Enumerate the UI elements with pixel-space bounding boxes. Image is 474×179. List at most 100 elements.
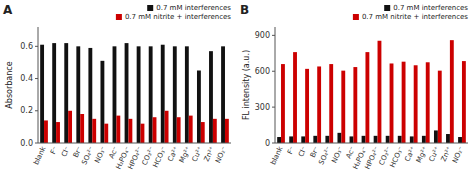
bar xyxy=(92,119,96,143)
bar xyxy=(76,46,80,143)
bar xyxy=(177,117,181,143)
bar xyxy=(386,136,390,143)
bar xyxy=(104,124,108,143)
x-tick-label: F⁻ xyxy=(49,145,60,156)
bar xyxy=(52,43,56,143)
bar xyxy=(398,136,402,143)
panel: A0.00.20.40.6AbsorbanceblankF⁻Cl⁻Br⁻SO₄²… xyxy=(3,3,231,171)
y-tick-label: 300 xyxy=(255,103,270,112)
bar xyxy=(161,45,165,143)
bar xyxy=(213,119,217,143)
bar xyxy=(128,119,132,143)
bar xyxy=(438,71,442,143)
x-tick-label: Mg²⁺ xyxy=(178,145,193,164)
panel-label: A xyxy=(3,3,13,17)
bar xyxy=(201,122,205,143)
y-axis-label: Absorbance xyxy=(5,61,14,108)
y-tick-label: 900 xyxy=(255,31,270,40)
bar xyxy=(225,119,229,143)
x-tick-label: Br⁻ xyxy=(72,145,84,159)
legend-swatch xyxy=(384,5,390,11)
bar xyxy=(374,136,378,143)
bar xyxy=(221,46,225,143)
legend-label: 0.7 mM interferences xyxy=(156,4,231,12)
x-tick-label: HCO₃⁻ xyxy=(152,145,169,169)
y-axis-line xyxy=(38,27,39,143)
bar xyxy=(450,40,454,143)
x-tick-label: NO₃⁻ xyxy=(330,145,345,164)
y-tick-label: 0.0 xyxy=(20,139,33,148)
bar xyxy=(281,64,285,143)
bar xyxy=(185,46,189,143)
bar xyxy=(426,62,430,143)
bar xyxy=(56,122,60,143)
bar xyxy=(313,136,317,143)
bar xyxy=(350,136,354,143)
bar xyxy=(337,133,341,143)
bar xyxy=(329,64,333,143)
bar xyxy=(414,65,418,143)
bar xyxy=(149,46,153,143)
bar xyxy=(365,52,369,143)
bar xyxy=(44,120,48,143)
bar xyxy=(353,67,357,143)
legend: 0.7 mM interferences0.7 mM nitrite + int… xyxy=(116,4,231,21)
bar xyxy=(116,116,120,143)
bar xyxy=(209,51,213,143)
legend-swatch xyxy=(353,14,359,20)
bar xyxy=(40,45,44,143)
bar xyxy=(277,137,281,143)
panel-label: B xyxy=(240,3,249,17)
x-tick-label: HPO₄²⁻ xyxy=(127,145,145,171)
bar xyxy=(88,48,92,143)
legend-swatch xyxy=(147,5,153,11)
bar xyxy=(141,124,145,143)
bar xyxy=(434,130,438,143)
legend-label: 0.7 mM nitrite + interferences xyxy=(125,13,231,21)
bar xyxy=(189,116,193,143)
x-tick-label: SO₄²⁻ xyxy=(317,145,333,166)
x-tick-label: blank xyxy=(269,144,285,166)
bar xyxy=(80,114,84,143)
bars xyxy=(277,40,466,143)
bar xyxy=(422,136,426,143)
bar xyxy=(410,136,414,143)
x-tick-label: Mg²⁺ xyxy=(415,145,430,164)
x-tick-label: Br⁻ xyxy=(309,145,321,159)
x-tick-label: NO₂⁻ xyxy=(214,145,229,164)
bar xyxy=(64,43,68,143)
bar xyxy=(197,71,201,144)
bar xyxy=(402,62,406,143)
legend: 0.7 mM interferences0.7 mM nitrite + int… xyxy=(353,4,468,21)
bar xyxy=(165,111,169,143)
bar xyxy=(68,111,72,143)
bar xyxy=(390,63,394,143)
bar xyxy=(153,117,157,143)
y-tick-label: 600 xyxy=(255,67,270,76)
y-tick-label: 0 xyxy=(265,139,270,148)
panel: B0300600900FL intensity (a.u.)blankF⁻Cl⁻… xyxy=(240,3,468,171)
y-tick-label: 0.4 xyxy=(20,74,33,83)
x-tick-label: F⁻ xyxy=(286,145,297,156)
bar xyxy=(446,134,450,143)
y-tick-label: 0.2 xyxy=(20,106,33,115)
x-tick-label: blank xyxy=(32,144,48,166)
bar xyxy=(341,71,345,143)
bar xyxy=(125,43,129,143)
figure: A0.00.20.40.6AbsorbanceblankF⁻Cl⁻Br⁻SO₄²… xyxy=(0,0,474,179)
x-axis-line xyxy=(275,143,468,144)
legend-swatch xyxy=(116,14,122,20)
x-tick-label: Cl⁻ xyxy=(297,145,309,158)
bar xyxy=(137,46,141,143)
bar xyxy=(378,41,382,143)
bar xyxy=(113,46,117,143)
bar xyxy=(458,137,462,143)
legend-label: 0.7 mM nitrite + interferences xyxy=(362,13,468,21)
bar xyxy=(289,136,293,143)
bar xyxy=(293,52,297,143)
x-tick-label: HPO₄²⁻ xyxy=(364,145,382,171)
x-tick-label: HCO₃⁻ xyxy=(389,145,406,169)
x-tick-label: NO₂⁻ xyxy=(451,145,466,164)
y-axis-line xyxy=(275,27,276,143)
x-axis-line xyxy=(38,143,231,144)
